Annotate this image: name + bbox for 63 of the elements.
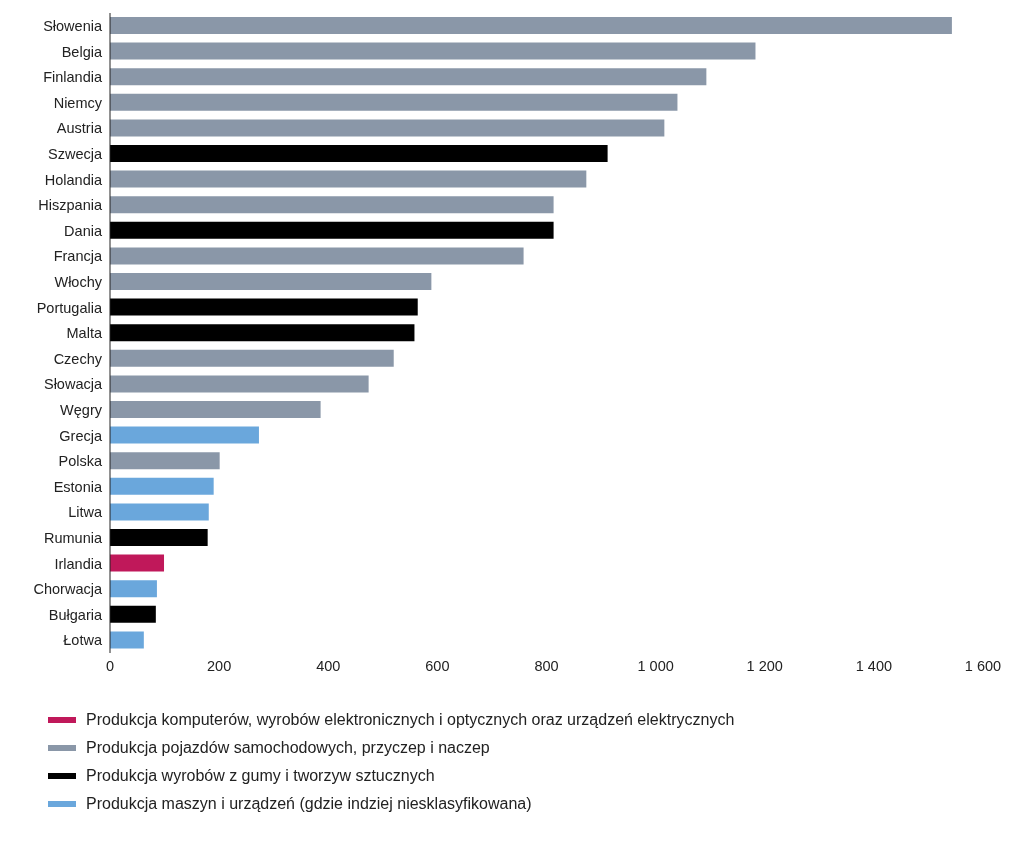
y-tick-label: Niemcy: [53, 94, 103, 111]
y-tick-label: Dania: [64, 222, 103, 239]
bar: [110, 298, 418, 316]
y-tick-label: Szwecja: [48, 145, 103, 162]
bar: [110, 93, 678, 111]
bar: [110, 247, 524, 265]
y-tick-label: Bułgaria: [48, 606, 103, 623]
legend-label: Produkcja maszyn i urządzeń (gdzie indziej niesklasyfikowana): [86, 795, 532, 813]
bar: [110, 196, 554, 214]
y-tick-label: Irlandia: [54, 555, 103, 572]
bar: [110, 605, 156, 623]
x-tick-label: 600: [425, 658, 450, 675]
x-tick-label: 1 600: [964, 658, 1002, 675]
x-tick-label: 800: [534, 658, 559, 675]
legend-label: Produkcja pojazdów samochodowych, przyczep i naczep: [86, 739, 490, 757]
x-tick-label: 400: [316, 658, 341, 675]
y-tick-label: Chorwacja: [33, 581, 103, 598]
bar: [110, 119, 665, 137]
y-tick-label: Estonia: [53, 478, 103, 495]
bar: [110, 170, 587, 188]
bar: [110, 580, 157, 598]
y-tick-label: Hiszpania: [38, 197, 103, 214]
y-tick-label: Litwa: [68, 504, 103, 521]
bar: [110, 631, 144, 649]
y-tick-label: Holandia: [44, 171, 103, 188]
legend-label: Produkcja wyrobów z gumy i tworzyw sztucznych: [86, 767, 435, 785]
legend-label: Produkcja komputerów, wyrobów elektronicznych i optycznych oraz urządzeń elektrycznych: [86, 711, 735, 729]
bar: [110, 349, 394, 367]
y-tick-label: Francja: [53, 248, 103, 265]
y-tick-label: Finlandia: [43, 69, 103, 86]
bar: [110, 273, 432, 290]
bar: [110, 503, 209, 521]
y-tick-label: Polska: [58, 453, 103, 470]
y-tick-label: Słowacja: [43, 376, 103, 393]
x-tick-label: 1 000: [637, 658, 674, 675]
bar: [110, 17, 952, 34]
y-tick-label: Austria: [56, 120, 103, 137]
bar: [110, 529, 208, 546]
bar: [110, 452, 220, 470]
bar: [110, 375, 369, 393]
x-tick-label: 0: [105, 658, 115, 675]
y-tick-label: Malta: [66, 325, 103, 342]
bar: [110, 554, 165, 572]
y-tick-label: Portugalia: [36, 299, 103, 316]
y-tick-label: Rumunia: [43, 529, 103, 546]
x-tick-label: 1 400: [855, 658, 893, 675]
x-tick-label: 1 200: [746, 658, 783, 675]
y-tick-label: Słowenia: [43, 17, 103, 34]
bar: [110, 145, 608, 162]
bar: [110, 324, 415, 342]
bar: [110, 221, 554, 239]
bar: [110, 401, 321, 418]
y-tick-label: Czechy: [53, 350, 103, 367]
x-tick-label: 200: [207, 658, 232, 675]
bar: [110, 426, 259, 444]
bar: [110, 477, 214, 495]
y-tick-label: Grecja: [59, 427, 103, 444]
y-tick-label: Belgia: [61, 43, 103, 60]
y-tick-label: Łotwa: [63, 632, 103, 649]
y-tick-label: Węgry: [60, 401, 103, 418]
y-tick-label: Włochy: [54, 273, 103, 290]
bar: [110, 42, 756, 60]
bar: [110, 68, 707, 86]
